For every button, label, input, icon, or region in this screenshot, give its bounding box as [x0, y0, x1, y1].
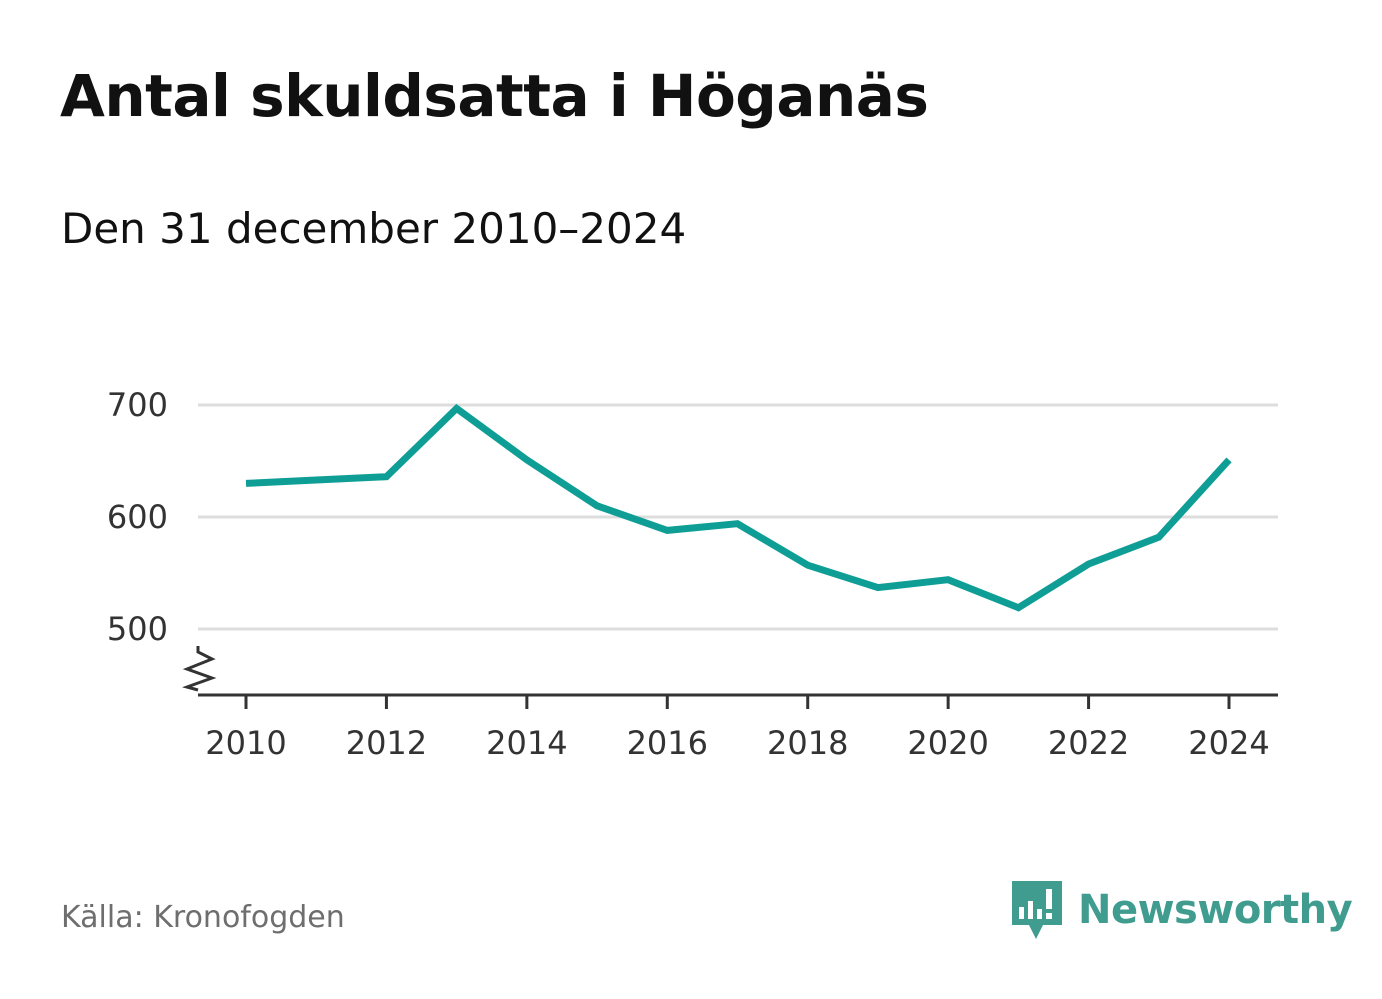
brand-name: Newsworthy	[1078, 887, 1353, 933]
x-tick-label-2022: 2022	[1048, 724, 1129, 762]
y-tick-label-600: 600	[107, 498, 168, 536]
y-tick-label-500: 500	[107, 610, 168, 648]
x-tick-label-2018: 2018	[767, 724, 848, 762]
chart-title: Antal skuldsatta i Höganäs	[60, 62, 929, 130]
source-note: Källa: Kronofogden	[61, 900, 345, 935]
series-line-0	[245, 403, 1232, 612]
bar-chart-speech-bubble-icon	[1012, 881, 1062, 939]
grid-lines	[198, 403, 1278, 631]
chart-subtitle: Den 31 december 2010–2024	[61, 204, 687, 253]
x-axis	[182, 646, 1278, 697]
axis-break-icon	[182, 646, 217, 692]
series-layer	[245, 403, 1232, 612]
x-tick-label-2016: 2016	[627, 724, 708, 762]
brand-logo: Newsworthy	[1010, 878, 1353, 942]
x-ticks: 2010 2012 2014 2016 2018 2020 2022 2024	[205, 695, 1270, 762]
x-tick-label-2014: 2014	[486, 724, 567, 762]
x-tick-label-2010: 2010	[205, 724, 286, 762]
x-tick-label-2024: 2024	[1188, 724, 1269, 762]
y-tick-label-700: 700	[107, 386, 168, 424]
x-tick-label-2012: 2012	[346, 724, 427, 762]
y-tick-labels: 500 600 700	[107, 386, 168, 648]
x-tick-label-2020: 2020	[907, 724, 988, 762]
